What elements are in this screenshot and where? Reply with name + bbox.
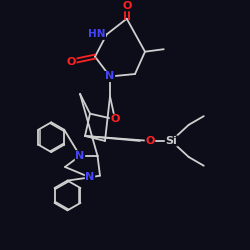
Text: O: O — [66, 56, 76, 66]
Text: Si: Si — [166, 136, 177, 146]
Text: N: N — [86, 172, 94, 182]
Text: N: N — [76, 151, 84, 161]
Text: O: O — [122, 1, 132, 11]
Text: N: N — [106, 72, 115, 82]
Text: O: O — [110, 114, 120, 124]
Text: O: O — [145, 136, 155, 146]
Text: HN: HN — [88, 29, 106, 39]
